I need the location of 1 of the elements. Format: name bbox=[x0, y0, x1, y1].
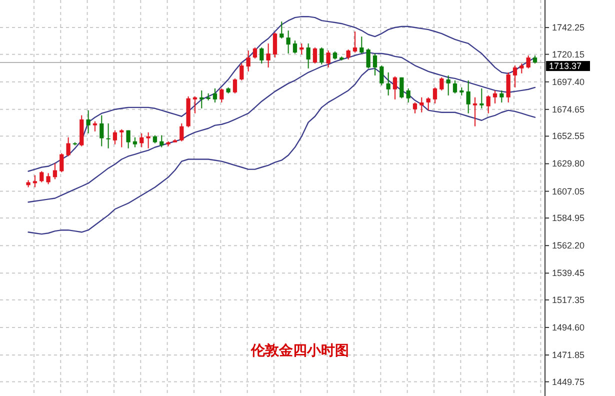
title: 伦敦金四小时图 bbox=[251, 342, 349, 358]
